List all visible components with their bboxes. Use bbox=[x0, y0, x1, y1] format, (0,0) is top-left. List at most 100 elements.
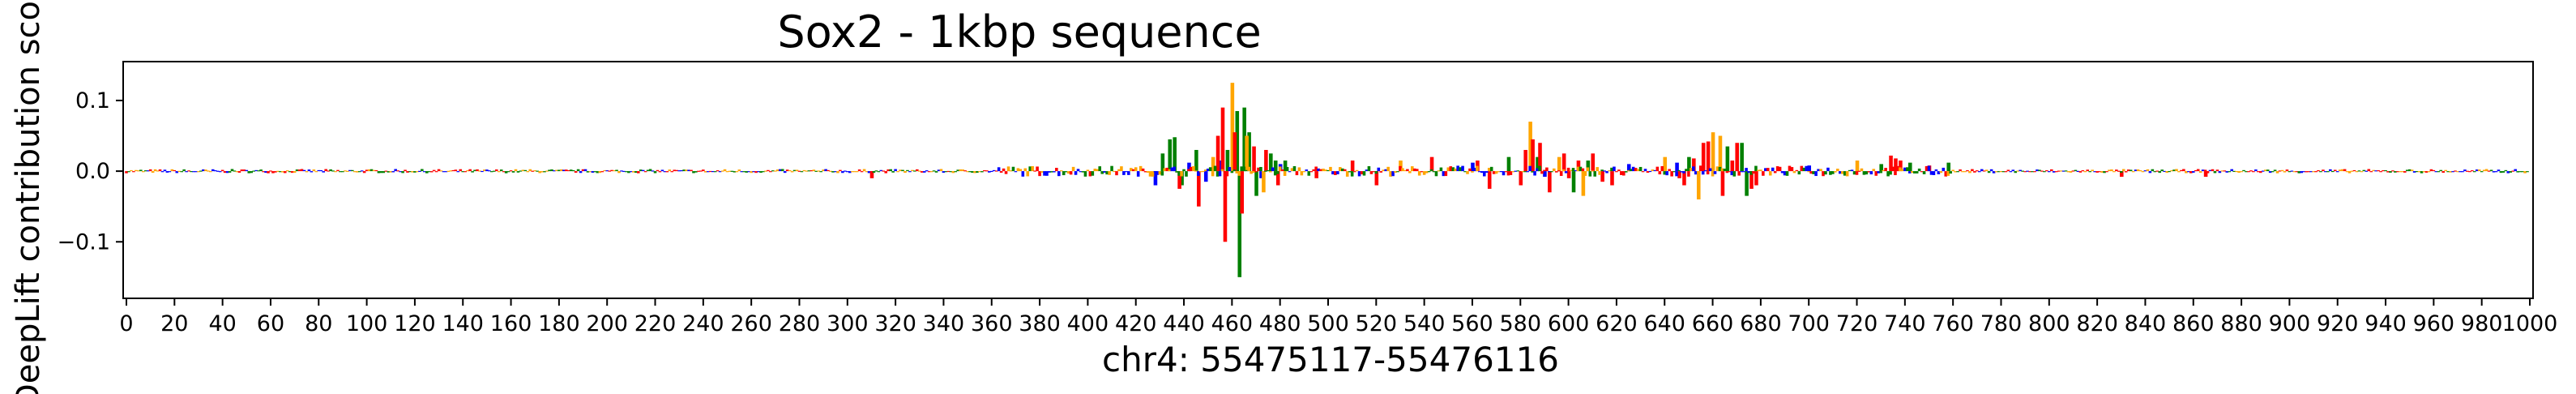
x-tick-label: 920 bbox=[2317, 311, 2359, 336]
background-mark bbox=[444, 171, 448, 173]
background-mark bbox=[1386, 166, 1390, 172]
background-mark bbox=[2461, 171, 2464, 173]
background-mark bbox=[389, 171, 393, 173]
background-mark bbox=[2526, 171, 2529, 173]
background-mark bbox=[908, 171, 912, 173]
background-mark bbox=[831, 171, 835, 173]
background-mark bbox=[1646, 171, 1650, 173]
contribution-bar-T-310 bbox=[869, 171, 874, 178]
background-mark bbox=[1250, 171, 1253, 174]
background-mark bbox=[279, 171, 282, 173]
x-tick-label: 320 bbox=[874, 311, 916, 336]
background-mark bbox=[1685, 169, 1688, 172]
background-mark bbox=[692, 171, 695, 173]
background-mark bbox=[615, 169, 618, 172]
background-mark bbox=[132, 171, 135, 173]
background-mark bbox=[1394, 171, 1397, 173]
contribution-bar-G-466 bbox=[1245, 135, 1249, 172]
background-mark bbox=[1247, 166, 1250, 172]
background-mark bbox=[1687, 171, 1690, 177]
background-mark bbox=[846, 171, 849, 173]
background-mark bbox=[783, 171, 787, 173]
y-tick-label: −0.1 bbox=[57, 229, 110, 255]
background-mark bbox=[1696, 171, 1700, 177]
background-mark bbox=[1822, 171, 1825, 177]
background-mark bbox=[233, 170, 237, 172]
background-mark bbox=[1098, 166, 1102, 172]
background-mark bbox=[336, 169, 340, 172]
background-mark bbox=[1309, 171, 1314, 173]
background-mark bbox=[2407, 169, 2412, 172]
background-mark bbox=[2059, 170, 2063, 172]
background-mark bbox=[1115, 171, 1118, 176]
background-mark bbox=[1163, 168, 1167, 172]
background-mark bbox=[1288, 171, 1292, 173]
background-mark bbox=[656, 169, 660, 172]
background-mark bbox=[2424, 171, 2429, 173]
contribution-bar-T-670 bbox=[1735, 143, 1740, 172]
background-mark bbox=[2078, 171, 2083, 173]
background-mark bbox=[2343, 169, 2347, 172]
background-mark bbox=[1213, 165, 1217, 172]
background-mark bbox=[946, 170, 951, 173]
background-mark bbox=[1732, 171, 1737, 177]
background-mark bbox=[1566, 167, 1570, 172]
background-mark bbox=[290, 171, 294, 173]
background-mark bbox=[917, 170, 921, 172]
background-mark bbox=[1759, 169, 1762, 172]
background-mark bbox=[839, 169, 842, 172]
background-mark bbox=[2322, 169, 2325, 172]
background-mark bbox=[1504, 171, 1508, 173]
background-mark bbox=[2389, 171, 2392, 173]
x-tick-label: 100 bbox=[346, 311, 388, 336]
background-mark bbox=[1235, 171, 1239, 173]
background-mark bbox=[1778, 166, 1782, 172]
background-mark bbox=[2360, 171, 2364, 173]
background-mark bbox=[1533, 171, 1536, 176]
background-mark bbox=[660, 169, 664, 172]
background-mark bbox=[750, 171, 753, 173]
background-mark bbox=[2143, 170, 2147, 172]
background-mark bbox=[548, 169, 551, 172]
background-mark bbox=[2312, 171, 2315, 173]
background-mark bbox=[2345, 171, 2349, 173]
background-mark bbox=[1622, 171, 1625, 176]
background-mark bbox=[1999, 170, 2003, 173]
background-mark bbox=[2043, 171, 2046, 173]
background-mark bbox=[2033, 171, 2036, 173]
background-mark bbox=[1698, 165, 1702, 172]
background-mark bbox=[925, 170, 929, 172]
background-mark bbox=[571, 169, 575, 172]
background-mark bbox=[2021, 170, 2024, 172]
background-mark bbox=[194, 171, 198, 173]
background-mark bbox=[1045, 171, 1049, 176]
background-mark bbox=[1262, 171, 1265, 174]
contribution-bar-C-428 bbox=[1153, 171, 1158, 186]
contribution-bar-T-618 bbox=[1610, 171, 1614, 186]
background-mark bbox=[1357, 171, 1361, 177]
contribution-bar-T-668 bbox=[1730, 161, 1735, 172]
background-mark bbox=[285, 170, 289, 172]
background-mark bbox=[1578, 166, 1583, 172]
background-mark bbox=[1557, 170, 1561, 172]
background-mark bbox=[464, 171, 467, 173]
background-mark bbox=[252, 170, 255, 172]
background-mark bbox=[1422, 171, 1426, 175]
background-mark bbox=[2086, 169, 2090, 172]
x-tick-label: 580 bbox=[1500, 311, 1542, 336]
background-mark bbox=[2386, 171, 2390, 173]
background-mark bbox=[170, 169, 174, 172]
background-mark bbox=[1583, 171, 1587, 176]
background-mark bbox=[2232, 170, 2236, 173]
background-mark bbox=[310, 171, 314, 173]
background-mark bbox=[1629, 169, 1633, 172]
background-mark bbox=[2040, 170, 2044, 172]
background-mark bbox=[1797, 171, 1801, 175]
background-mark bbox=[1757, 169, 1760, 172]
background-mark bbox=[879, 169, 883, 172]
x-tick-label: 880 bbox=[2220, 311, 2262, 336]
background-mark bbox=[899, 169, 902, 172]
background-mark bbox=[819, 171, 822, 173]
background-mark bbox=[2434, 171, 2438, 173]
background-mark bbox=[1420, 171, 1424, 173]
